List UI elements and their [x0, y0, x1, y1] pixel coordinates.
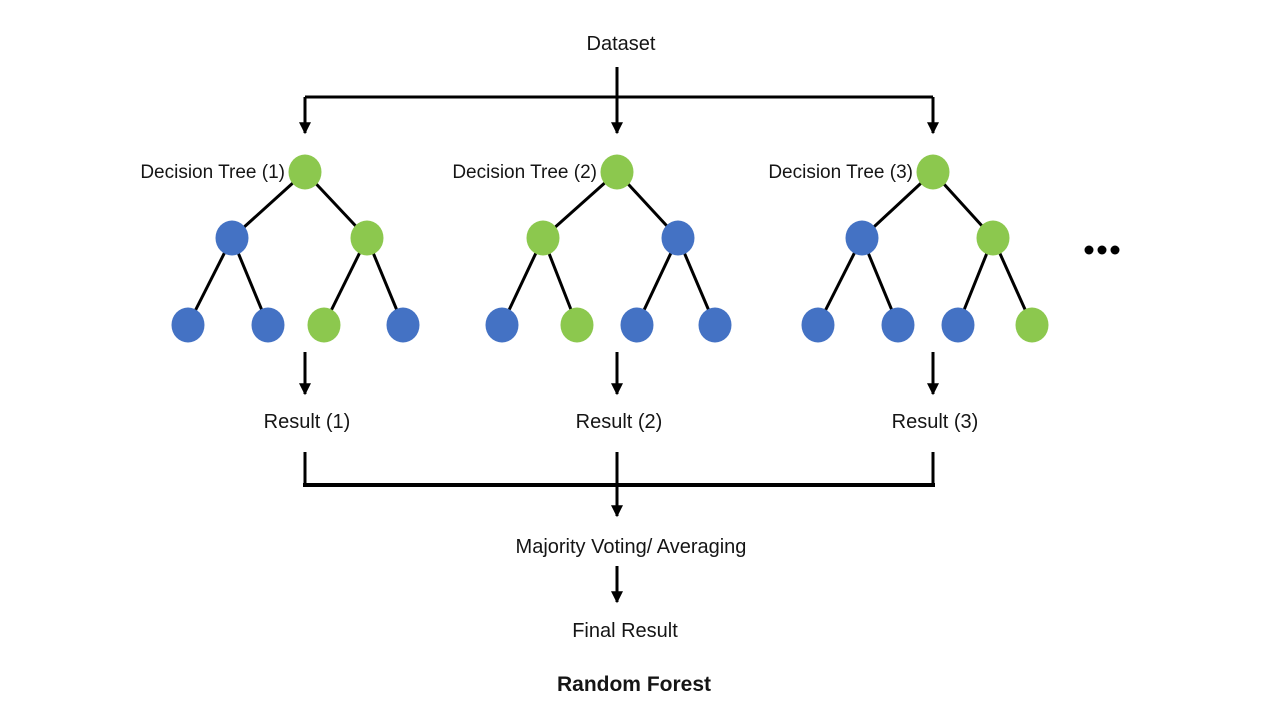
majority-voting-label: Majority Voting/ Averaging	[516, 536, 747, 558]
tree-1-child-2-node	[350, 220, 384, 256]
tree-3-leaf-1-node	[801, 307, 835, 343]
tree-2-leaf-2-node	[560, 307, 594, 343]
tree-2-root-node	[600, 154, 634, 190]
final-result-label: Final Result	[572, 620, 678, 642]
diagram-title: Random Forest	[557, 673, 711, 696]
more-trees-ellipsis-dot	[1084, 245, 1094, 255]
result-2-label: Result (2)	[576, 411, 663, 433]
tree-3-child-2-node	[976, 220, 1010, 256]
more-trees-ellipsis-dot	[1110, 245, 1120, 255]
diagram-root-group: Dataset Decision Tree (1) Result (1) Decisi…	[140, 33, 1120, 696]
tree-1-leaf-1-node	[171, 307, 205, 343]
tree-1-leaf-3-node	[307, 307, 341, 343]
tree-3-leaf-3-node	[941, 307, 975, 343]
tree-2-leaf-4-node	[698, 307, 732, 343]
tree-2-child-2-node	[661, 220, 695, 256]
tree-3-leaf-4-node	[1015, 307, 1049, 343]
dataset-label: Dataset	[587, 33, 656, 55]
tree-3-root-node	[916, 154, 950, 190]
tree-2-label: Decision Tree (2)	[452, 162, 597, 183]
tree-3-child-1-node	[845, 220, 879, 256]
tree-1-leaf-2-node	[251, 307, 285, 343]
result-3-label: Result (3)	[892, 411, 979, 433]
tree-1-label: Decision Tree (1)	[140, 162, 285, 183]
tree-2-child-1-node	[526, 220, 560, 256]
tree-3-leaf-2-node	[881, 307, 915, 343]
tree-3-label: Decision Tree (3)	[768, 162, 913, 183]
tree-1-child-1-node	[215, 220, 249, 256]
tree-2-leaf-3-node	[620, 307, 654, 343]
tree-2-leaf-1-node	[485, 307, 519, 343]
more-trees-ellipsis-dot	[1097, 245, 1107, 255]
tree-1-root-node	[288, 154, 322, 190]
tree-1-leaf-4-node	[386, 307, 420, 343]
result-1-label: Result (1)	[264, 411, 351, 433]
